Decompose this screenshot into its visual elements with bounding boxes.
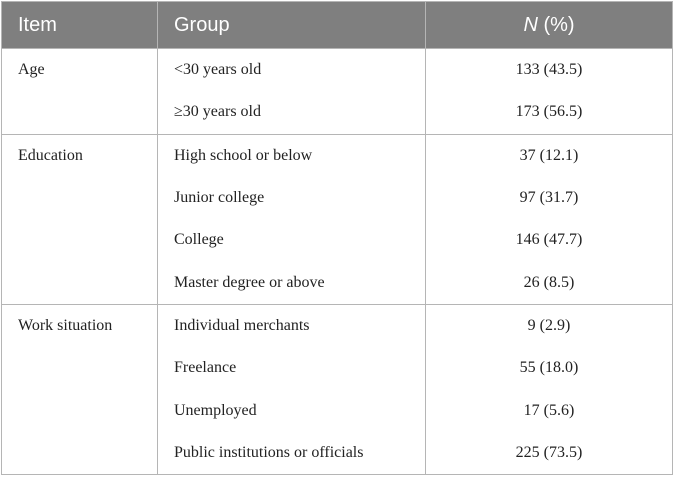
- table-row: Freelance 55 (18.0): [2, 347, 673, 390]
- group-cell: Unemployed: [157, 389, 426, 432]
- header-row: Item Group N (%): [1, 1, 673, 49]
- value-cell: 26 (8.5): [425, 261, 673, 305]
- table-row: Public institutions or officials 225 (73.…: [2, 431, 673, 475]
- value-cell: 146 (47.7): [425, 219, 673, 262]
- value-cell: 97 (31.7): [425, 176, 673, 220]
- value-cell: 17 (5.6): [425, 389, 673, 432]
- table-row: Age <30 years old 133 (43.5): [1, 48, 673, 135]
- value-cell: 173 (56.5): [425, 91, 673, 135]
- item-cell: Age: [1, 48, 158, 135]
- group-cell: College: [157, 219, 426, 262]
- group-cell: Junior college: [157, 176, 426, 220]
- value-cell: 55 (18.0): [425, 347, 673, 390]
- table-row: Education High school or below 37 (12.1): [1, 133, 673, 305]
- table-row: College 146 (47.7): [2, 219, 673, 262]
- value-cell: 9 (2.9): [425, 303, 673, 348]
- value-cell: 133 (43.5): [425, 48, 673, 92]
- item-cell: Work situation: [1, 303, 158, 475]
- header-cell: Group: [157, 1, 426, 49]
- header-cell: Item: [1, 1, 158, 49]
- group-cell: High school or below: [157, 133, 426, 177]
- table-row: Work situation Individual merchants 9 (2.9…: [1, 303, 673, 475]
- table-row: ≥30 years old 173 (56.5): [2, 91, 673, 135]
- group-cell: Master degree or above: [157, 261, 426, 305]
- group-cell: Individual merchants: [157, 303, 426, 348]
- value-cell: 37 (12.1): [425, 133, 673, 177]
- table-body: Age <30 years old 133 (43.5) ≥30 years old 1…: [1, 48, 673, 475]
- value-cell: 225 (73.5): [425, 431, 673, 475]
- table-row: Junior college 97 (31.7): [2, 176, 673, 220]
- header-italic: N: [523, 13, 538, 36]
- group-cell: Freelance: [157, 347, 426, 390]
- header-text: (%): [543, 13, 575, 36]
- header-cell: N (%): [425, 1, 673, 49]
- group-cell: Public institutions or officials: [157, 431, 426, 475]
- item-cell: Education: [1, 133, 158, 305]
- table-row: Unemployed 17 (5.6): [2, 389, 673, 432]
- group-cell: ≥30 years old: [157, 91, 426, 135]
- group-cell: <30 years old: [157, 48, 426, 92]
